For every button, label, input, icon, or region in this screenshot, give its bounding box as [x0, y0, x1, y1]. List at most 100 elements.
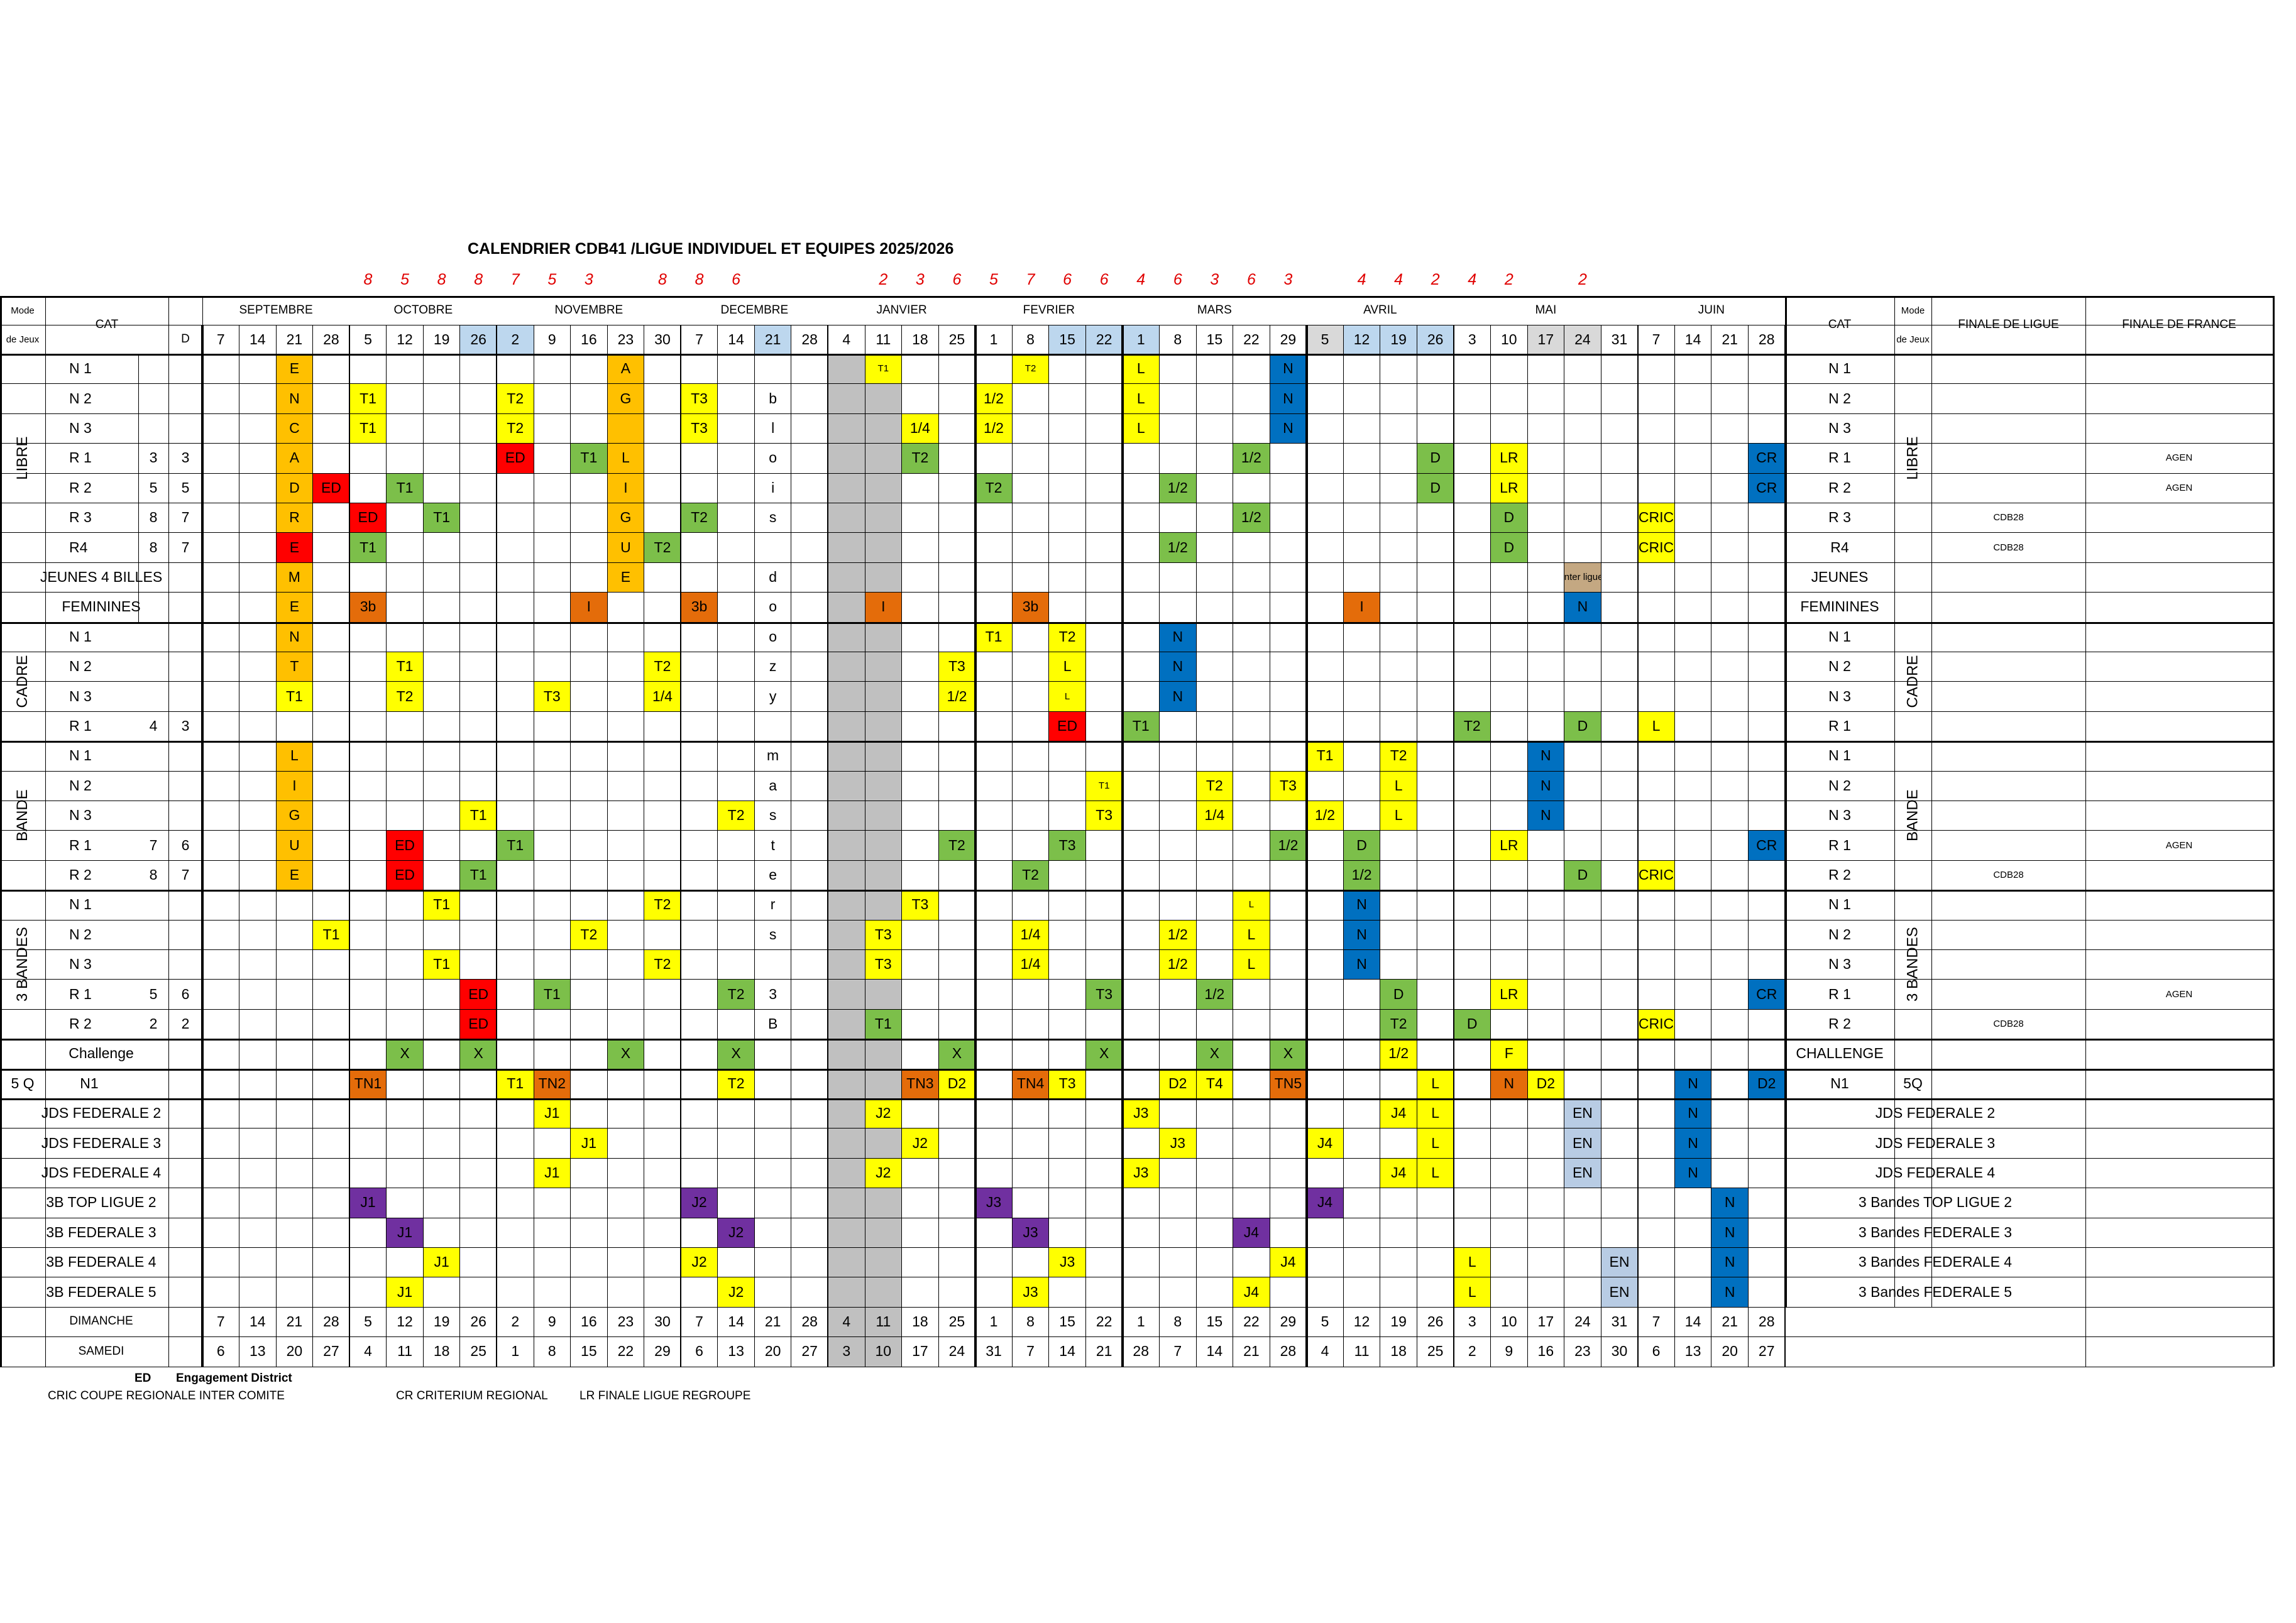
event-cell: CR [1748, 443, 1785, 473]
row-category: FEMININES [62, 598, 141, 615]
event-cell: A [607, 354, 644, 384]
grid-line [901, 325, 903, 1367]
event-cell: J4 [1233, 1277, 1270, 1307]
finale-ligue-cell: CDB28 [1993, 512, 2024, 523]
column-shade [754, 325, 791, 354]
column-shade [1122, 325, 1160, 354]
event-cell: B [767, 1015, 778, 1032]
event-cell: X [386, 1039, 424, 1069]
event-cell: EN [1564, 1128, 1601, 1158]
samedi-label: SAMEDI [78, 1344, 124, 1358]
event-cell: D [1343, 830, 1380, 860]
event-cell: J2 [681, 1247, 718, 1277]
row-category-right: FEMININES [1800, 598, 1879, 615]
row-count-a: 5 [149, 479, 158, 496]
row-count-a [138, 652, 168, 681]
event-cell: X [459, 1039, 497, 1069]
row-category-right: 3 Bandes TOP LIGUE 2 [1858, 1194, 2013, 1211]
row-category-right: N 3 [1828, 956, 1851, 973]
grid-line [0, 919, 2273, 921]
event-cell: T2 [497, 383, 534, 413]
finale-france-header: FINALE DE FRANCE [2122, 318, 2236, 331]
sunday-date: 7 [216, 1313, 225, 1330]
date-header: 11 [876, 331, 891, 347]
event-cell: 1/4 [1012, 949, 1049, 980]
event-cell: N [1343, 949, 1380, 980]
saturday-date: 21 [1096, 1343, 1112, 1360]
saturday-date: 4 [364, 1343, 372, 1360]
event-cell: EN [1564, 1157, 1601, 1188]
event-cell: D2 [1159, 1068, 1197, 1098]
saturday-date: 4 [1321, 1343, 1329, 1360]
saturday-date: 20 [1722, 1343, 1738, 1360]
saturday-date: 23 [1574, 1343, 1591, 1360]
grid-line [0, 949, 2273, 950]
event-cell: T1 [459, 801, 497, 831]
event-cell: N [1343, 890, 1380, 920]
row-category: N 3 [69, 419, 92, 436]
sunday-date: 12 [1353, 1313, 1370, 1330]
event-cell: L [1122, 383, 1160, 413]
event-cell: R [276, 503, 313, 533]
column-shade [1085, 325, 1123, 354]
event-cell: N [1270, 413, 1307, 444]
row-count-a [138, 801, 168, 830]
event-cell: CR [1748, 830, 1785, 860]
top-number: 6 [732, 270, 741, 288]
saturday-date: 22 [617, 1343, 634, 1360]
row-count-a [138, 920, 168, 949]
date-header: 19 [433, 331, 450, 347]
month-header: MARS [1197, 303, 1232, 317]
row-category: Challenge [69, 1045, 134, 1062]
sunday-date: 21 [1722, 1313, 1738, 1330]
row-category: R 1 [69, 717, 92, 734]
row-category: N 2 [69, 658, 92, 675]
sunday-date: 28 [1758, 1313, 1775, 1330]
event-cell: J1 [386, 1217, 424, 1247]
event-cell: T4 [1196, 1068, 1233, 1098]
event-cell: N [1159, 652, 1197, 682]
row-category-right: JDS FEDERALE 3 [1875, 1134, 1996, 1151]
group-label-right: 3 BANDES [1904, 927, 1921, 1002]
event-cell: N [1711, 1277, 1749, 1307]
row-count-d [168, 949, 202, 979]
event-cell: y [769, 687, 777, 704]
date-header: 18 [912, 331, 928, 347]
event-cell: U [276, 830, 313, 860]
grid-line [1894, 296, 1895, 1307]
sunday-date: 14 [1684, 1313, 1701, 1330]
event-cell: L [1453, 1277, 1491, 1307]
saturday-date: 24 [948, 1343, 965, 1360]
sunday-date: 10 [1501, 1313, 1517, 1330]
grid-line [754, 325, 755, 1367]
date-header: 3 [1468, 331, 1476, 347]
event-cell: 1/4 [1196, 801, 1233, 831]
event-cell: J3 [1012, 1217, 1049, 1247]
event-cell: T1 [349, 413, 387, 444]
event-cell: L [1417, 1068, 1454, 1098]
month-header: JUIN [1698, 303, 1725, 317]
group-label-right: LIBRE [1904, 436, 1921, 480]
row-category-right: JEUNES [1811, 568, 1869, 585]
date-header: 8 [1026, 331, 1035, 347]
grid-line [138, 354, 139, 622]
saturday-date: 7 [1173, 1343, 1182, 1360]
event-cell: TN4 [1012, 1068, 1049, 1098]
date-header: 26 [1427, 331, 1444, 347]
row-category-right: JDS FEDERALE 4 [1875, 1164, 1996, 1181]
event-cell: T2 [644, 532, 681, 562]
date-header: 14 [250, 331, 266, 347]
row-count-a [138, 622, 168, 652]
row-mode-right: 5Q [1903, 1074, 1923, 1091]
event-cell: TN1 [349, 1068, 387, 1098]
event-cell: o [769, 449, 777, 466]
row-count-d: 3 [181, 449, 190, 466]
event-cell: J2 [901, 1128, 939, 1158]
saturday-date: 16 [1537, 1343, 1554, 1360]
event-cell: D [276, 473, 313, 503]
event-cell: N [1711, 1247, 1749, 1277]
date-header: 5 [364, 331, 372, 347]
row-count-d [168, 383, 202, 413]
row-category: N 1 [69, 747, 92, 764]
row-category: N 3 [69, 807, 92, 824]
